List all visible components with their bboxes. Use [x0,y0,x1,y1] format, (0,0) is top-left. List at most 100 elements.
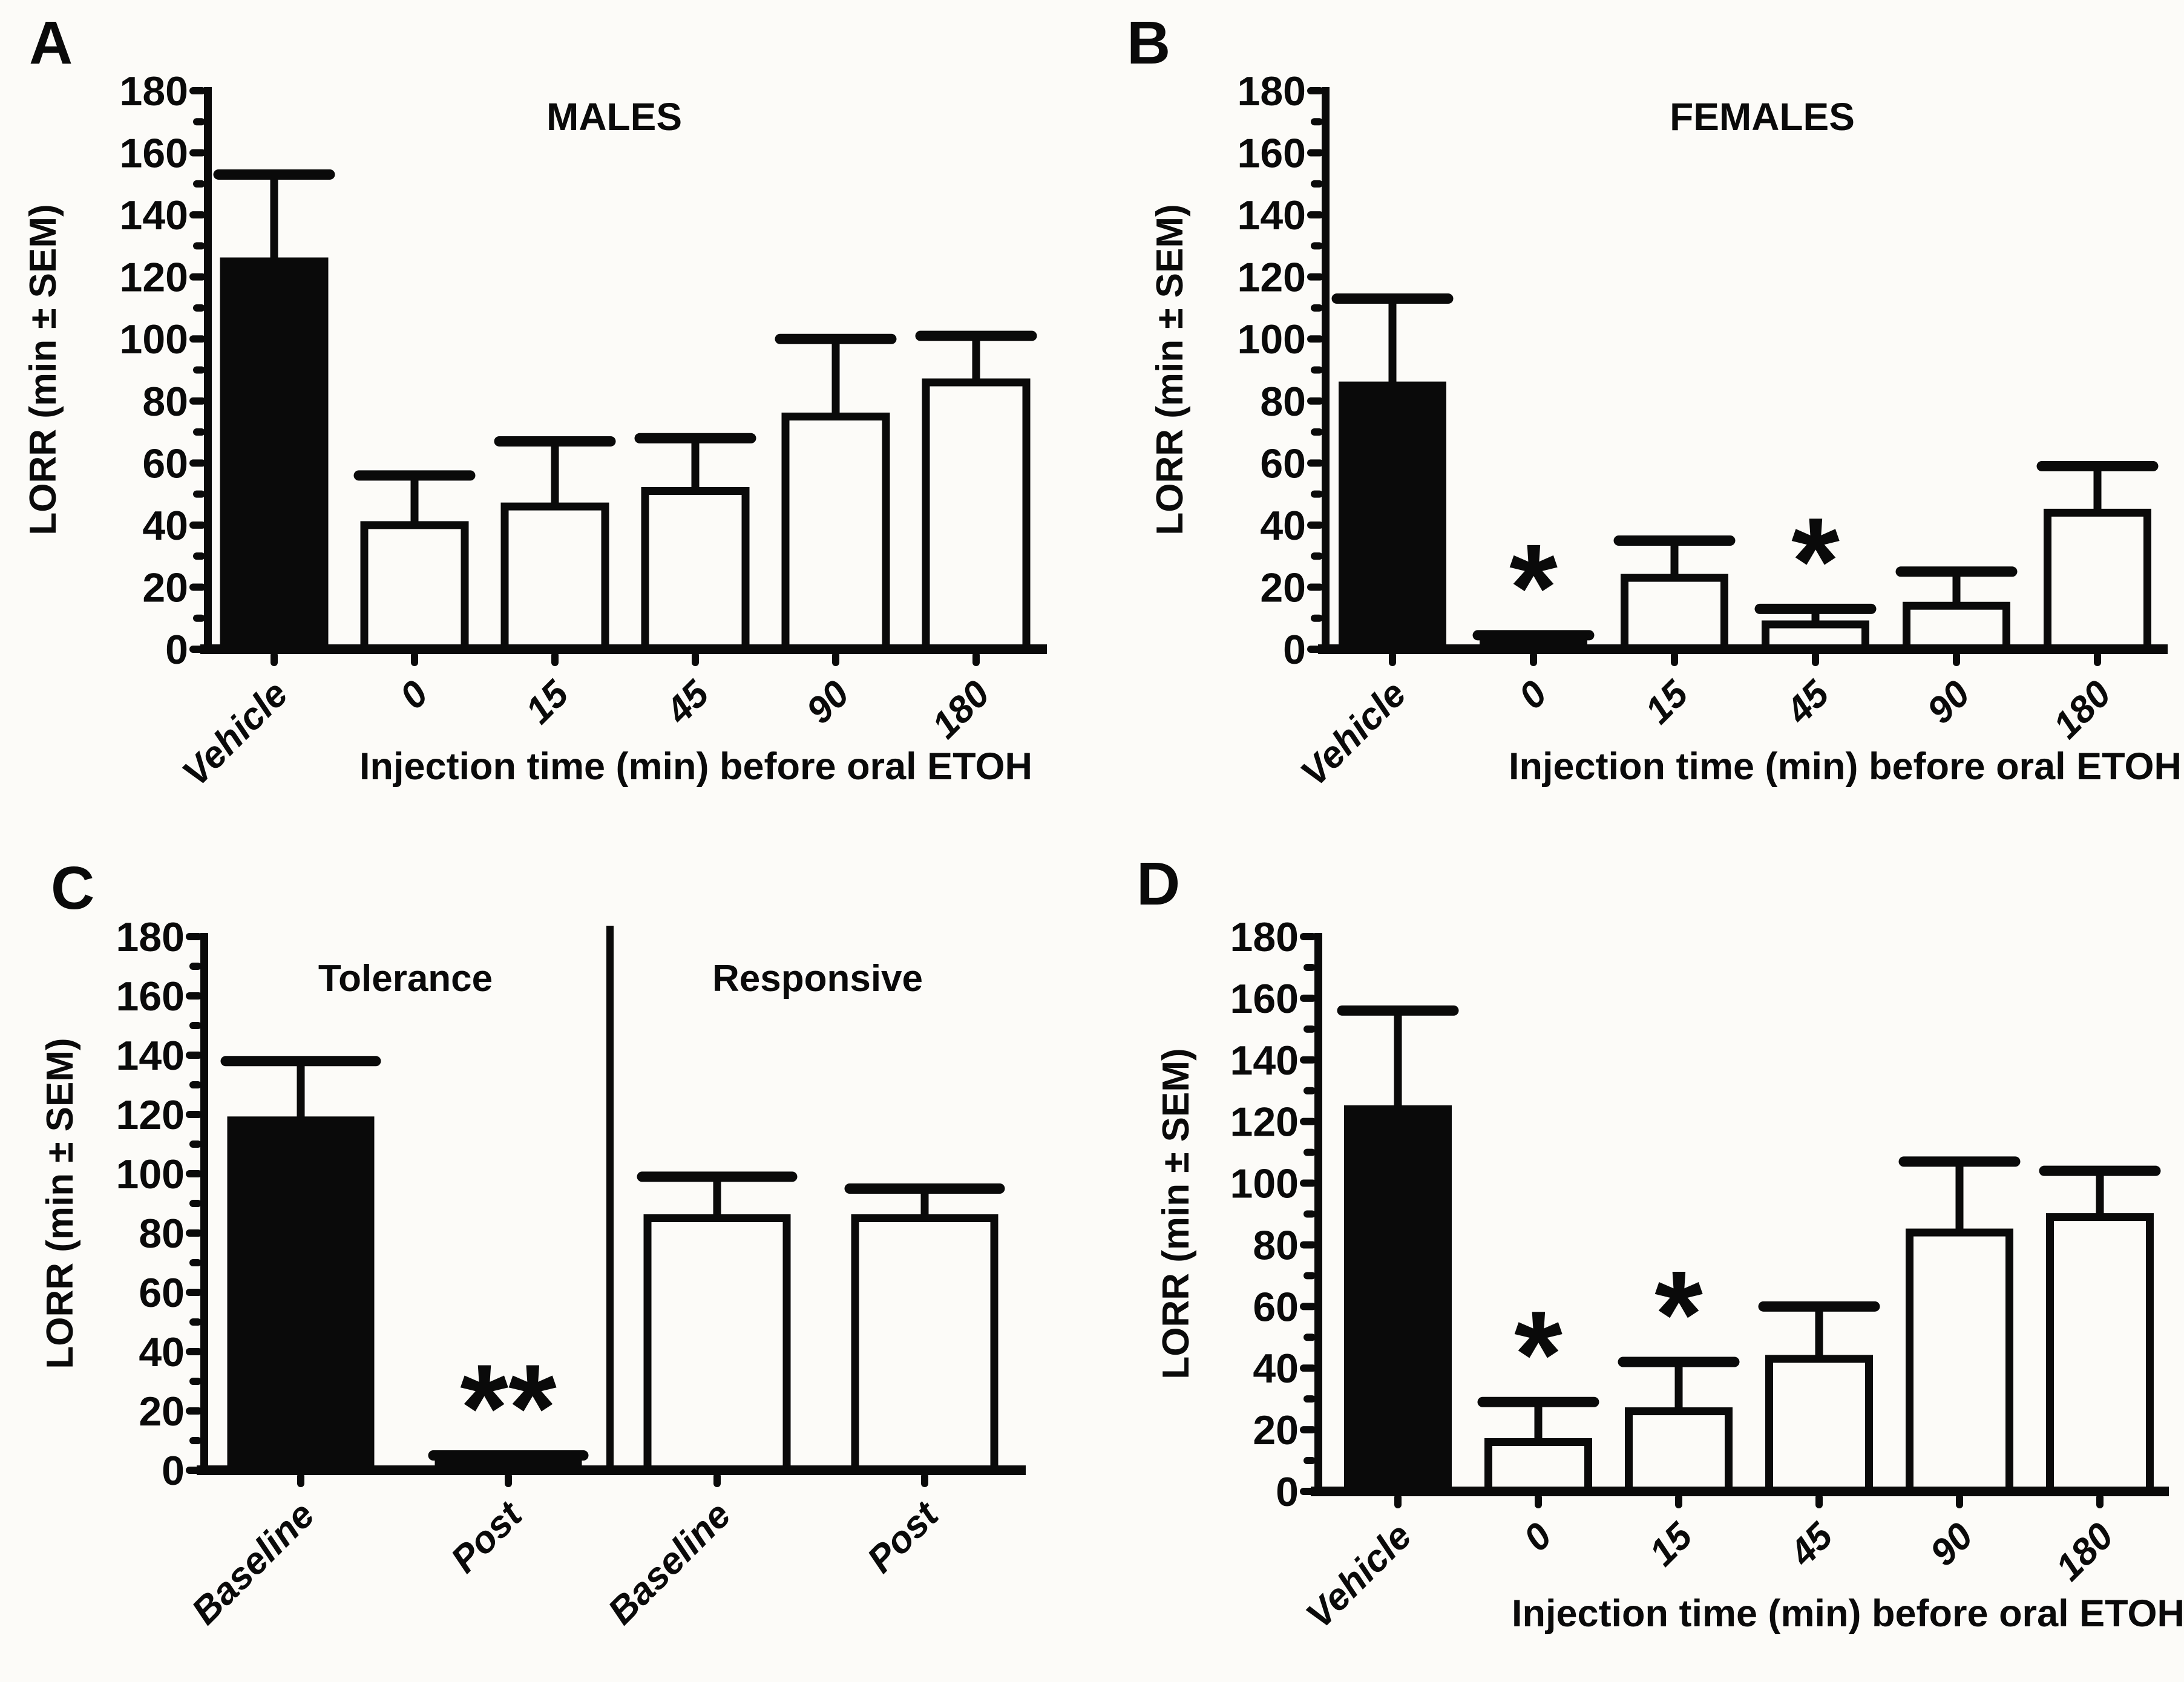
y-axis-title: LORR (min ± SEM) [1155,1048,1197,1379]
bar [1339,381,1446,653]
y-tick-label: 0 [1276,1469,1299,1515]
bar [500,502,609,653]
y-tick-label: 160 [1230,976,1299,1022]
y-tick-label: 60 [1253,1284,1299,1330]
y-tick-label: 100 [1238,316,1306,362]
panel-c-chart: C 0 20 40 60 80 100 120 140 160 180 LORR (min ± SEM… [39,854,1026,1632]
bar [1906,1228,2013,1496]
bar [1765,1355,1873,1496]
bar [781,412,890,653]
panel-a-males: A 0 20 40 60 80 100 120 140 160 180 LORR (min ± SEM… [0,0,1092,841]
y-tick-label: 80 [1260,379,1306,425]
y-tick-label: 140 [1230,1038,1299,1084]
y-tick-label: 40 [1253,1346,1299,1392]
bar [922,378,1031,653]
x-axis-title: Injection time (min) before oral ETOH [359,745,1032,788]
x-tick-label: 45 [1777,672,1838,733]
y-tick-label: 20 [1260,564,1306,610]
x-tick-label: 90 [1919,673,1978,732]
bar-group [213,169,335,653]
y-tick-label: 0 [1283,627,1306,673]
bar-group: * [1618,1245,1740,1496]
y-tick-label: 20 [139,1389,185,1435]
bar-group [1898,1156,2021,1496]
y-tick-label: 0 [165,627,188,673]
y-tick-label: 60 [1260,440,1306,486]
x-tick-label: 0 [392,673,436,717]
bar-group: ** [428,1339,589,1477]
y-tick-label: 0 [162,1448,185,1494]
x-tick-label: 15 [1637,672,1697,732]
group-label: Responsive [712,958,923,1000]
bar [1621,574,1728,653]
y-tick-label: 40 [139,1329,185,1375]
y-tick-label: 60 [142,440,188,486]
panel-title: FEMALES [1670,95,1855,139]
bar [2044,508,2151,653]
bar [360,521,469,653]
y-tick-label: 140 [1238,192,1306,238]
panel-letter: B [1127,9,1170,77]
y-tick-label: 180 [116,914,185,960]
bar-group [634,433,756,653]
panel-d-chart: D 0 20 40 60 80 100 120 140 160 180 LORR (min ± SEM… [1136,850,2184,1637]
y-tick-label: 80 [139,1211,185,1257]
bar-group [2039,1165,2161,1496]
x-tick-label: 180 [924,673,998,747]
significance-star: * [1514,1285,1563,1424]
y-axis-title: LORR (min ± SEM) [1149,204,1191,535]
bar-group: * [1472,519,1595,657]
y-tick-label: 100 [116,1151,185,1197]
x-axis-title: Injection time (min) before oral ETOH [1509,745,2182,788]
bar [641,486,750,653]
bar-group [1331,293,1454,653]
x-tick-label: 15 [517,672,577,732]
y-axis-title: LORR (min ± SEM) [39,1038,81,1369]
bar-group [353,470,476,653]
significance-star: * [1791,492,1840,630]
bar [851,1214,999,1474]
x-tick-label: 0 [1516,1515,1560,1559]
x-axis-title: Injection time (min) before oral ETOH [1512,1592,2184,1635]
bar-group: * [1477,1285,1599,1496]
y-tick-label: 20 [142,564,188,610]
y-tick-label: 60 [139,1270,185,1316]
bar-group [2036,460,2159,653]
bar-group [1613,535,1736,653]
bar-group [1758,1301,1880,1496]
y-tick-label: 180 [1238,68,1306,114]
bar [227,1116,375,1474]
x-tick-label: Post [859,1493,947,1580]
x-tick-label: 0 [1511,673,1555,717]
panel-letter: D [1136,850,1180,918]
y-tick-label: 40 [142,503,188,549]
panel-d: D 0 20 40 60 80 100 120 140 160 180 LORR (min ± SEM… [1092,841,2184,1682]
bar-group: * [1754,492,1877,653]
bar-group [915,330,1037,653]
x-tick-label: 90 [1922,1515,1981,1574]
panel-a-chart: A 0 20 40 60 80 100 120 140 160 180 LORR (min ± SEM… [22,9,1047,794]
y-tick-label: 100 [120,316,188,362]
panel-c-tolerance-responsive: C 0 20 40 60 80 100 120 140 160 180 LORR (min ± SEM… [0,841,1092,1682]
y-tick-label: 140 [120,192,188,238]
significance-star: * [1654,1245,1703,1384]
x-tick-label: 90 [798,673,858,732]
significance-star: * [1509,519,1558,657]
bar [643,1214,791,1474]
y-tick-label: 120 [120,255,188,301]
x-tick-label: 180 [2048,1515,2122,1589]
y-tick-label: 140 [116,1033,185,1079]
bar [1484,1438,1592,1496]
panel-letter: C [51,854,94,922]
x-tick-label: 15 [1641,1514,1701,1574]
x-tick-label: Baseline [184,1494,323,1632]
y-tick-label: 100 [1230,1161,1299,1207]
y-tick-label: 180 [120,68,188,114]
bar [1344,1105,1452,1496]
y-tick-label: 40 [1260,503,1306,549]
bar-group [775,333,897,653]
x-tick-label: Vehicle [1298,1515,1420,1637]
bar-group [220,1056,381,1474]
y-tick-label: 80 [142,379,188,425]
x-tick-label: Post [443,1493,531,1580]
